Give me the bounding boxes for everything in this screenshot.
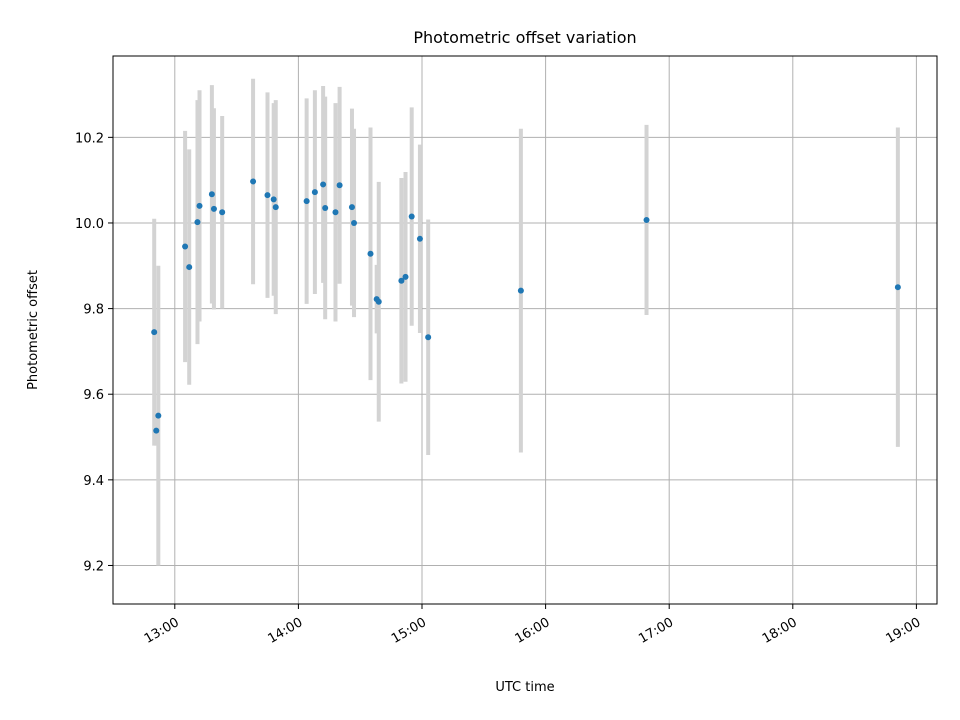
data-point [416, 235, 423, 242]
y-tick-label: 9.6 [83, 388, 104, 403]
data-point [194, 219, 201, 226]
x-axis-label: UTC time [495, 680, 554, 695]
data-point [270, 196, 277, 203]
y-axis-label: Photometric offset [26, 270, 41, 390]
data-point [643, 216, 650, 223]
plot-frame [112, 55, 938, 605]
data-point [311, 189, 318, 196]
data-point [367, 250, 374, 257]
data-point [336, 182, 343, 189]
data-point [303, 198, 310, 205]
chart-title: Photometric offset variation [413, 28, 636, 47]
data-point [351, 219, 358, 226]
data-point [219, 209, 226, 216]
y-tick-label: 9.2 [83, 559, 104, 574]
y-tick-label: 9.8 [83, 303, 104, 318]
data-point [894, 284, 901, 291]
data-point [182, 243, 189, 250]
data-point [332, 209, 339, 216]
data-point [272, 204, 279, 211]
data-point [408, 213, 415, 220]
y-tick-label: 9.4 [83, 474, 104, 489]
y-axis-ticks: 9.2 9.4 9.6 9.8 10.0 10.2 [75, 131, 113, 574]
data-point [320, 181, 327, 188]
data-point [155, 412, 162, 419]
data-points [151, 178, 901, 434]
grid-lines [113, 56, 937, 604]
data-point [517, 287, 524, 294]
data-point [151, 329, 158, 336]
data-point [208, 191, 215, 198]
data-point [398, 277, 405, 284]
data-point [348, 204, 355, 211]
data-point [186, 264, 193, 271]
data-point [210, 205, 217, 212]
data-point [375, 298, 382, 305]
data-point [402, 273, 409, 280]
data-point [425, 334, 432, 341]
data-point [196, 202, 203, 209]
data-point [250, 178, 257, 185]
y-tick-label: 10.0 [75, 217, 104, 232]
data-point [322, 204, 329, 211]
data-point [264, 192, 271, 199]
plot-area [112, 55, 938, 605]
y-tick-label: 10.2 [75, 131, 104, 146]
data-point [153, 427, 160, 434]
